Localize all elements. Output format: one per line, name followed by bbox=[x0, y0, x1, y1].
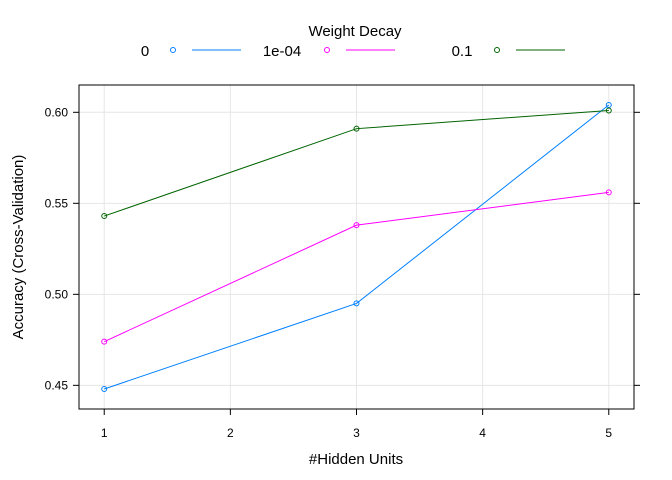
y-axis-title: Accuracy (Cross-Validation) bbox=[10, 155, 27, 340]
legend-label: 0 bbox=[141, 43, 149, 60]
legend-label: 0.1 bbox=[452, 43, 473, 60]
axis-ticks: 1 2 3 4 5 0.45 0.50 0.55 0.60 bbox=[45, 105, 640, 440]
series-line bbox=[104, 104, 610, 390]
series-line bbox=[104, 109, 609, 217]
data-point bbox=[605, 107, 612, 114]
series-layer bbox=[101, 102, 612, 392]
x-tick-label: 1 bbox=[101, 426, 108, 440]
data-point bbox=[353, 222, 360, 229]
legend-marker bbox=[170, 47, 176, 53]
data-point bbox=[353, 125, 360, 132]
legend-entry: 1e-04 bbox=[263, 43, 395, 60]
data-point bbox=[101, 338, 108, 345]
legend-label: 1e-04 bbox=[263, 43, 301, 60]
x-axis-title: #Hidden Units bbox=[309, 451, 403, 468]
y-tick-label: 0.45 bbox=[45, 378, 69, 392]
legend-marker bbox=[324, 47, 330, 53]
y-tick-label: 0.50 bbox=[45, 287, 69, 301]
legend-entry: 0 bbox=[141, 43, 241, 60]
legend-entry: 0.1 bbox=[452, 43, 565, 60]
y-tick-label: 0.55 bbox=[45, 196, 69, 210]
x-tick-label: 4 bbox=[479, 426, 486, 440]
data-point bbox=[605, 189, 612, 196]
y-tick-label: 0.60 bbox=[45, 105, 69, 119]
x-tick-label: 3 bbox=[353, 426, 360, 440]
data-point bbox=[101, 213, 108, 220]
series-line bbox=[104, 191, 609, 343]
data-point bbox=[101, 385, 108, 392]
legend-marker bbox=[494, 47, 500, 53]
series-1 bbox=[101, 189, 612, 345]
series-0 bbox=[101, 102, 612, 392]
series-2 bbox=[101, 107, 612, 220]
legend-title: Weight Decay bbox=[308, 23, 402, 40]
data-point bbox=[353, 300, 360, 307]
legend: 0 1e-04 0.1 bbox=[141, 43, 565, 60]
grid bbox=[79, 85, 634, 409]
x-tick-label: 2 bbox=[227, 426, 234, 440]
x-tick-label: 5 bbox=[605, 426, 612, 440]
